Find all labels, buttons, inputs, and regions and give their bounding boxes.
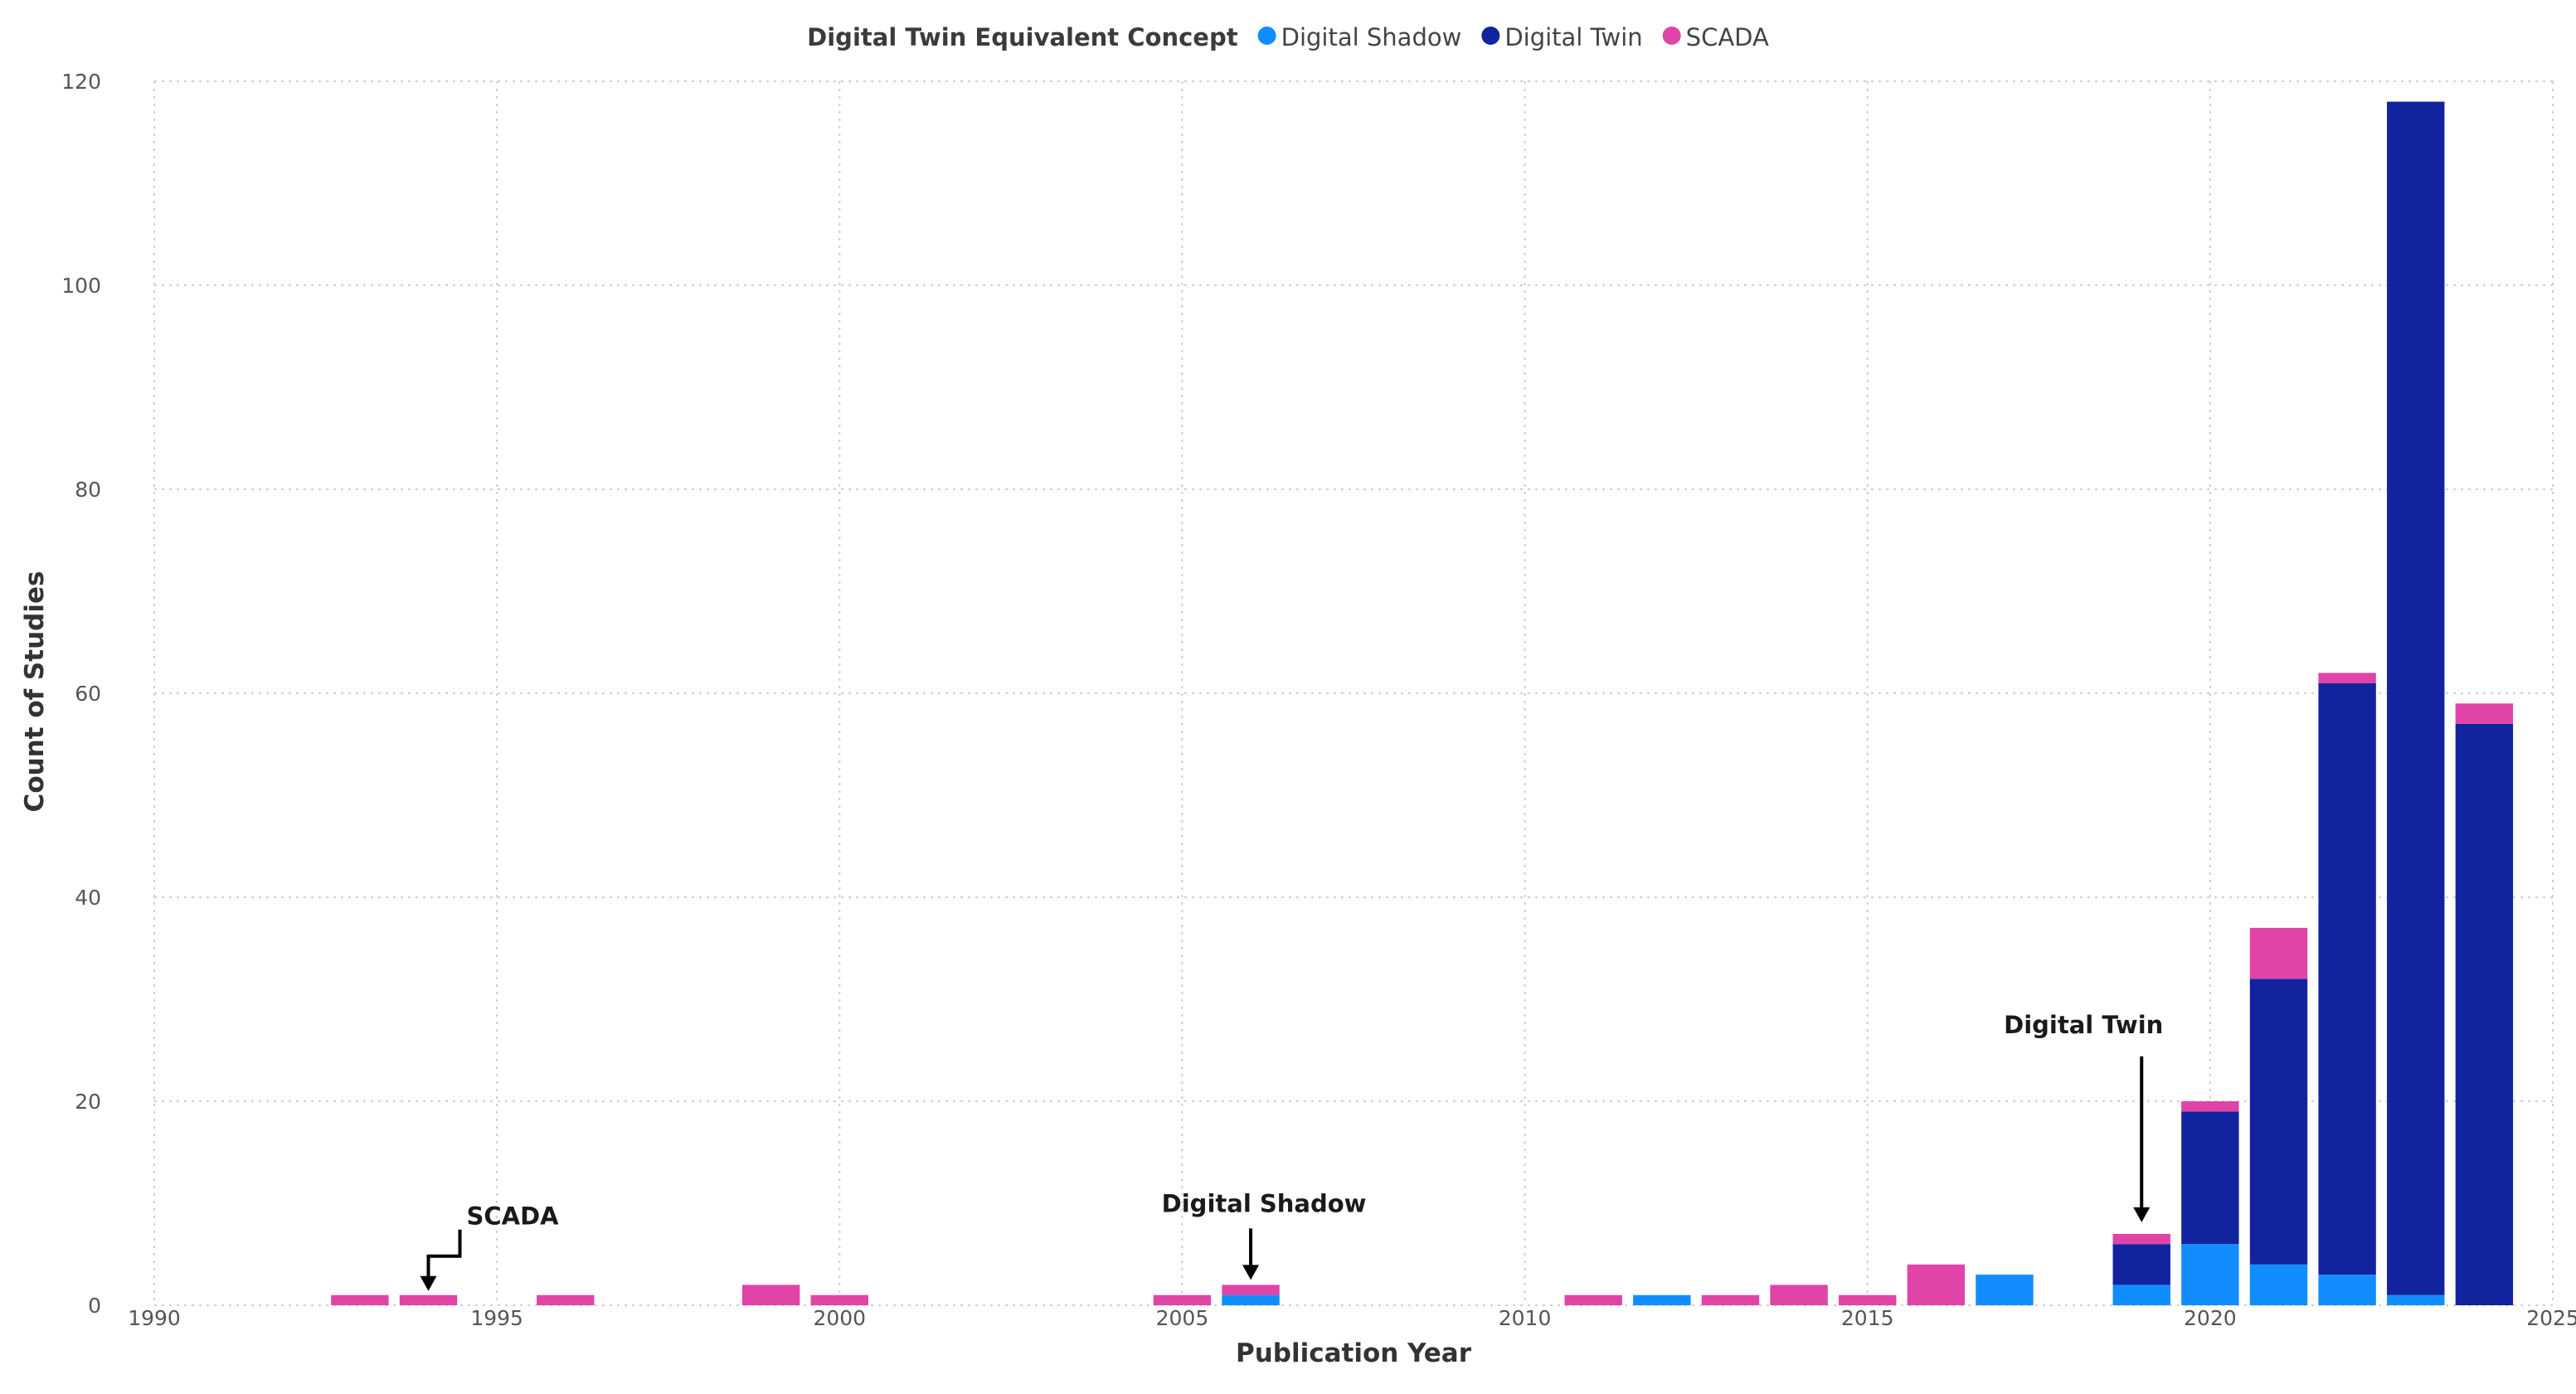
bar-scada-2011: [1564, 1294, 1622, 1305]
y-tick-label: 60: [75, 682, 101, 706]
bar-digital-shadow-2019: [2112, 1285, 2170, 1305]
x-tick-label: 2015: [1841, 1306, 1894, 1330]
bar-scada-2013: [1701, 1294, 1760, 1305]
legend-item-scada: SCADA: [1662, 23, 1769, 51]
x-tick-label: 1990: [128, 1306, 181, 1330]
bar-scada-1996: [537, 1294, 595, 1305]
x-tick-label: 2005: [1156, 1306, 1209, 1330]
annotation-digital-twin: Digital Twin: [2004, 1011, 2163, 1039]
bar-digital-twin-2019: [2112, 1244, 2170, 1285]
annotation-arrowhead: [1242, 1265, 1260, 1280]
legend-item-digital-twin: Digital Twin: [1481, 23, 1643, 51]
bar-digital-twin-2023: [2387, 101, 2445, 1295]
bar-scada-2014: [1770, 1285, 1828, 1305]
bar-scada-2022: [2318, 673, 2376, 683]
bar-scada-2019: [2112, 1233, 2170, 1245]
bar-digital-twin-2024: [2455, 723, 2514, 1305]
legend-label: Digital Twin: [1504, 23, 1642, 51]
bar-scada-2005: [1153, 1294, 1212, 1305]
x-tick-label: 2025: [2526, 1306, 2576, 1330]
x-tick-label: 2010: [1499, 1306, 1552, 1330]
x-tick-label: 2020: [2184, 1306, 2237, 1330]
bar-scada-2016: [1907, 1264, 1966, 1305]
bar-digital-twin-2020: [2181, 1111, 2239, 1245]
y-axis-title: Count of Studies: [20, 571, 50, 813]
annotation-arrow: [426, 1229, 462, 1278]
bar-scada-1994: [399, 1294, 458, 1305]
y-tick-label: 20: [75, 1090, 101, 1114]
y-tick-label: 80: [75, 478, 101, 502]
y-tick-label: 40: [75, 886, 101, 910]
bar-digital-shadow-2023: [2387, 1294, 2445, 1305]
x-tick-labels: 1990 1995 2000 2005 2010 2015 2020 2025: [128, 1306, 2576, 1330]
x-gridlines: [153, 81, 2554, 1305]
annotations: SCADA Digital Shadow Digital Twin: [420, 1011, 2163, 1291]
x-tick-label: 1995: [470, 1306, 523, 1330]
annotation-arrowhead: [2133, 1207, 2151, 1222]
bar-digital-shadow-2021: [2249, 1264, 2308, 1305]
y-tick-labels: 0 20 40 60 80 100 120: [61, 70, 101, 1318]
legend-title: Digital Twin Equivalent Concept: [807, 23, 1238, 51]
legend-item-digital-shadow: Digital Shadow: [1257, 23, 1462, 51]
bar-digital-shadow-2012: [1633, 1294, 1691, 1305]
legend-label: SCADA: [1686, 23, 1769, 51]
bar-scada-1993: [331, 1294, 389, 1305]
legend-label: Digital Shadow: [1281, 23, 1462, 51]
legend: Digital Twin Equivalent Concept Digital …: [807, 23, 1769, 51]
bar-scada-2015: [1839, 1294, 1897, 1305]
bars: [331, 101, 2514, 1305]
bar-scada-2000: [810, 1294, 868, 1305]
bar-scada-2021: [2249, 927, 2308, 979]
bar-digital-shadow-2017: [1976, 1275, 2034, 1305]
bar-scada-1999: [741, 1285, 800, 1305]
y-tick-label: 0: [88, 1294, 101, 1318]
bar-digital-shadow-2022: [2318, 1275, 2376, 1305]
y-tick-label: 100: [61, 274, 101, 298]
bar-scada-2020: [2181, 1101, 2239, 1112]
bar-scada-2006: [1222, 1285, 1280, 1295]
bar-digital-twin-2021: [2249, 979, 2308, 1265]
legend-marker: [1257, 27, 1276, 45]
legend-marker: [1481, 27, 1500, 45]
bar-digital-shadow-2006: [1222, 1294, 1280, 1305]
x-axis-title: Publication Year: [1236, 1338, 1472, 1368]
bar-digital-shadow-2020: [2181, 1244, 2239, 1305]
legend-marker: [1662, 27, 1681, 45]
annotation-digital-shadow: Digital Shadow: [1162, 1189, 1367, 1217]
y-tick-label: 120: [61, 70, 101, 94]
bar-scada-2024: [2455, 703, 2514, 724]
bar-digital-twin-2022: [2318, 682, 2376, 1275]
x-tick-label: 2000: [813, 1306, 866, 1330]
annotation-scada: SCADA: [467, 1202, 560, 1231]
annotation-arrowhead: [420, 1275, 437, 1291]
